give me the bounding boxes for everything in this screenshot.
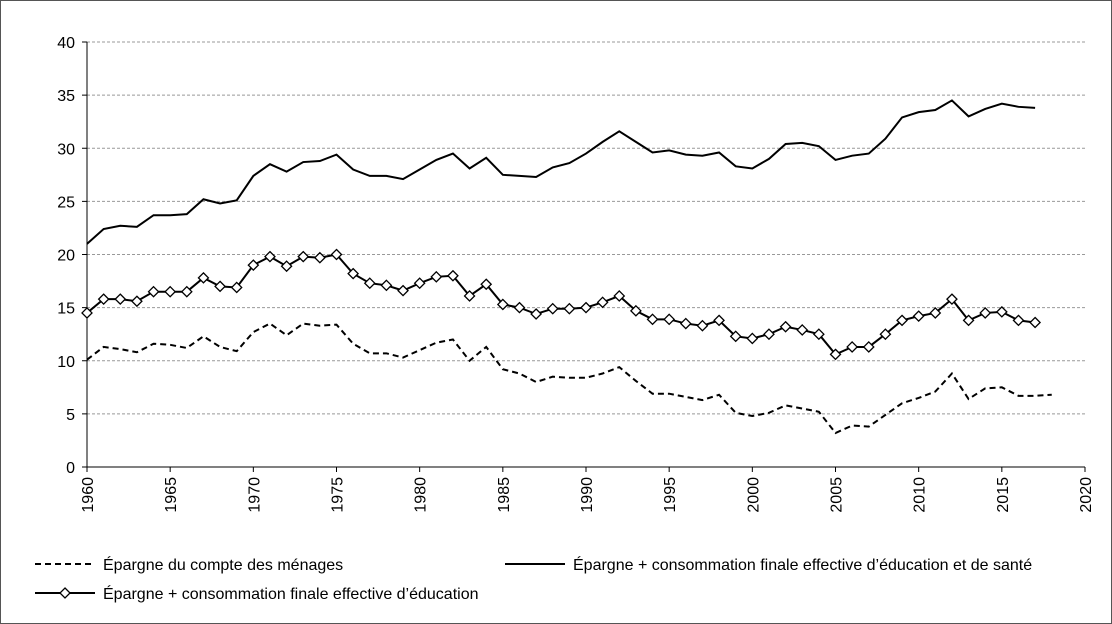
point [180, 285, 193, 298]
x-tick-label: 1960 [80, 477, 97, 513]
point [313, 251, 326, 264]
point [563, 302, 576, 315]
point [679, 317, 692, 330]
point [879, 328, 892, 341]
x-tick-label: 2015 [995, 477, 1012, 513]
point [347, 267, 360, 280]
point [97, 293, 110, 306]
point [447, 269, 459, 282]
point [330, 248, 343, 261]
point [197, 271, 210, 284]
point [164, 285, 177, 298]
y-tick-label: 0 [66, 460, 75, 477]
point [896, 314, 908, 327]
point [546, 302, 559, 315]
x-tick-label: 1985 [496, 477, 513, 513]
y-tick-label: 35 [57, 88, 75, 105]
legend-label: Épargne + consommation finale effective … [103, 584, 479, 603]
point [147, 285, 160, 298]
point [862, 341, 875, 353]
point [995, 305, 1008, 318]
x-tick-label: 1970 [246, 477, 263, 513]
y-tick-label: 15 [57, 301, 75, 318]
point [929, 307, 942, 319]
y-tick-label: 40 [57, 35, 75, 52]
x-tick-label: 1995 [662, 477, 679, 513]
point [530, 308, 543, 320]
point [413, 277, 426, 290]
point [480, 278, 493, 291]
y-tick-label: 10 [57, 354, 75, 371]
point [962, 314, 975, 327]
y-tick-label: 20 [57, 248, 75, 265]
point [613, 290, 626, 302]
point [380, 279, 393, 292]
point [297, 250, 310, 263]
series-line [86, 322, 1052, 435]
point [979, 307, 992, 319]
point [130, 295, 143, 308]
point [713, 314, 725, 327]
x-tick-label: 1965 [163, 477, 180, 513]
point [496, 298, 509, 311]
x-tick-label: 2020 [1078, 477, 1095, 513]
point [812, 328, 825, 341]
point [629, 304, 642, 317]
point [463, 290, 476, 302]
series-line [86, 99, 1036, 245]
legend-marker [59, 587, 71, 599]
y-tick-label: 5 [66, 407, 75, 424]
point [779, 320, 792, 333]
point [513, 301, 526, 314]
point [846, 341, 859, 353]
point [1012, 314, 1025, 327]
point [280, 260, 293, 273]
point [696, 319, 709, 332]
point [247, 259, 260, 272]
point [114, 293, 127, 306]
point [264, 250, 276, 263]
x-tick-label: 1980 [413, 477, 430, 513]
point [763, 328, 775, 341]
point [1029, 316, 1042, 329]
x-tick-label: 2000 [745, 477, 762, 513]
point [796, 324, 809, 336]
point [214, 280, 226, 293]
point [946, 293, 958, 306]
point [663, 313, 676, 326]
series-line [86, 253, 1036, 356]
point [580, 301, 592, 314]
point [729, 330, 742, 343]
point [596, 296, 609, 309]
legend-label: Épargne du compte des ménages [103, 555, 343, 574]
point [81, 307, 93, 319]
x-tick-label: 1990 [579, 477, 596, 513]
point [230, 281, 243, 294]
x-tick-label: 1975 [330, 477, 347, 513]
point [363, 277, 376, 290]
point [397, 284, 409, 297]
point [646, 313, 659, 326]
x-tick-label: 2010 [912, 477, 929, 513]
point [746, 332, 759, 345]
point [430, 270, 443, 283]
legend-label: Épargne + consommation finale effective … [573, 555, 1032, 574]
y-tick-label: 25 [57, 194, 75, 211]
point [912, 310, 925, 323]
y-tick-label: 30 [57, 141, 75, 158]
x-tick-label: 2005 [829, 477, 846, 513]
point [829, 348, 842, 361]
